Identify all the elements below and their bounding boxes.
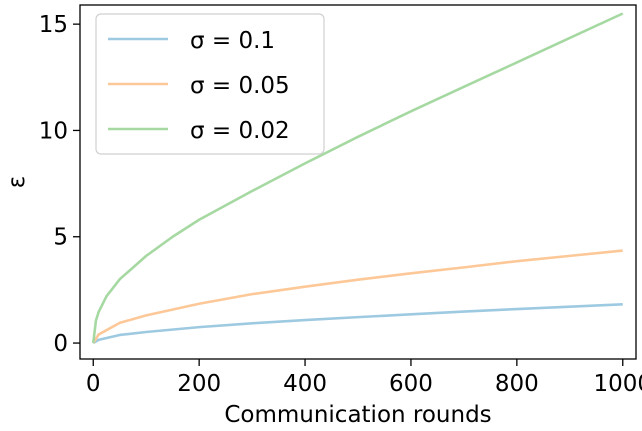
legend-label-2: σ = 0.02 [190, 118, 290, 144]
y-axis-label: ε [4, 176, 30, 188]
series-line-1 [92, 249, 623, 344]
x-tick-label: 800 [495, 371, 539, 397]
y-tick-label: 0 [53, 331, 68, 357]
y-tick-label: 5 [53, 225, 68, 251]
series-lines [91, 12, 624, 345]
series-line-0 [92, 303, 623, 345]
x-tick-label: 0 [86, 371, 101, 397]
y-tick-label: 15 [39, 12, 68, 38]
x-tick-label: 400 [283, 371, 327, 397]
legend-label-1: σ = 0.05 [190, 73, 290, 99]
legend-label-0: σ = 0.1 [190, 28, 275, 54]
y-tick-label: 10 [39, 118, 68, 144]
x-tick-label: 200 [177, 371, 221, 397]
x-axis-label: Communication rounds [224, 402, 491, 428]
series-line-2 [91, 12, 624, 344]
legend: σ = 0.1 σ = 0.05 σ = 0.02 [95, 13, 325, 155]
legend-box [95, 13, 325, 155]
axes [79, 4, 637, 360]
x-tick-label: 600 [389, 371, 433, 397]
plot-frame [79, 4, 637, 360]
